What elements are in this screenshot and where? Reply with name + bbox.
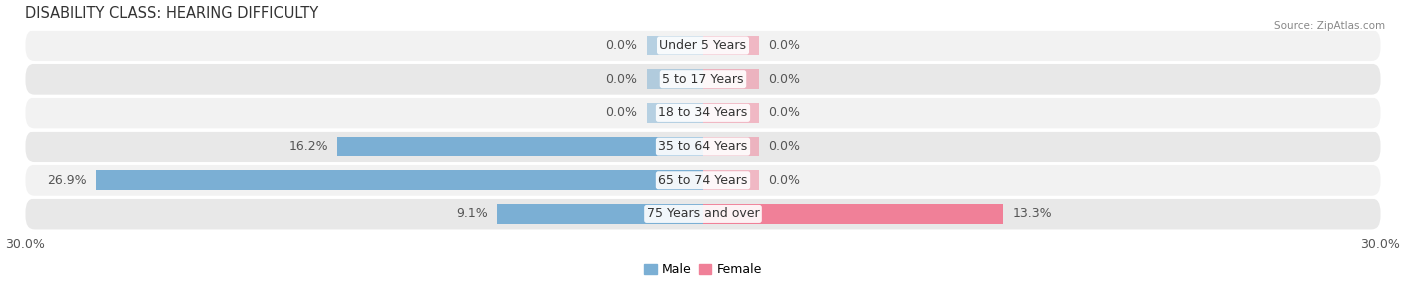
Text: 0.0%: 0.0% [769, 106, 800, 119]
Text: 0.0%: 0.0% [606, 73, 637, 86]
Text: 16.2%: 16.2% [288, 140, 328, 153]
FancyBboxPatch shape [25, 199, 1381, 229]
FancyBboxPatch shape [25, 64, 1381, 95]
Text: 0.0%: 0.0% [769, 73, 800, 86]
Text: 0.0%: 0.0% [606, 39, 637, 52]
Text: 9.1%: 9.1% [457, 207, 488, 221]
Bar [703, 204, 1004, 224]
Bar [498, 204, 703, 224]
FancyBboxPatch shape [25, 165, 1381, 196]
Bar [96, 170, 703, 190]
Text: 18 to 34 Years: 18 to 34 Years [658, 106, 748, 119]
Bar [647, 36, 703, 55]
Bar [703, 170, 759, 190]
Bar [647, 70, 703, 89]
FancyBboxPatch shape [25, 131, 1381, 162]
Text: 13.3%: 13.3% [1012, 207, 1052, 221]
FancyBboxPatch shape [25, 97, 1381, 128]
Text: 35 to 64 Years: 35 to 64 Years [658, 140, 748, 153]
Text: 0.0%: 0.0% [606, 106, 637, 119]
Bar [703, 103, 759, 123]
Bar [703, 70, 759, 89]
Text: 0.0%: 0.0% [769, 174, 800, 187]
Text: 26.9%: 26.9% [46, 174, 86, 187]
Text: Under 5 Years: Under 5 Years [659, 39, 747, 52]
Text: 5 to 17 Years: 5 to 17 Years [662, 73, 744, 86]
Bar [647, 103, 703, 123]
Text: 75 Years and over: 75 Years and over [647, 207, 759, 221]
Legend: Male, Female: Male, Female [640, 258, 766, 281]
Text: 0.0%: 0.0% [769, 140, 800, 153]
Text: 65 to 74 Years: 65 to 74 Years [658, 174, 748, 187]
Text: 0.0%: 0.0% [769, 39, 800, 52]
FancyBboxPatch shape [25, 30, 1381, 61]
Bar [337, 137, 703, 156]
Bar [703, 137, 759, 156]
Text: DISABILITY CLASS: HEARING DIFFICULTY: DISABILITY CLASS: HEARING DIFFICULTY [25, 5, 319, 20]
Text: Source: ZipAtlas.com: Source: ZipAtlas.com [1274, 21, 1385, 31]
Bar [703, 36, 759, 55]
